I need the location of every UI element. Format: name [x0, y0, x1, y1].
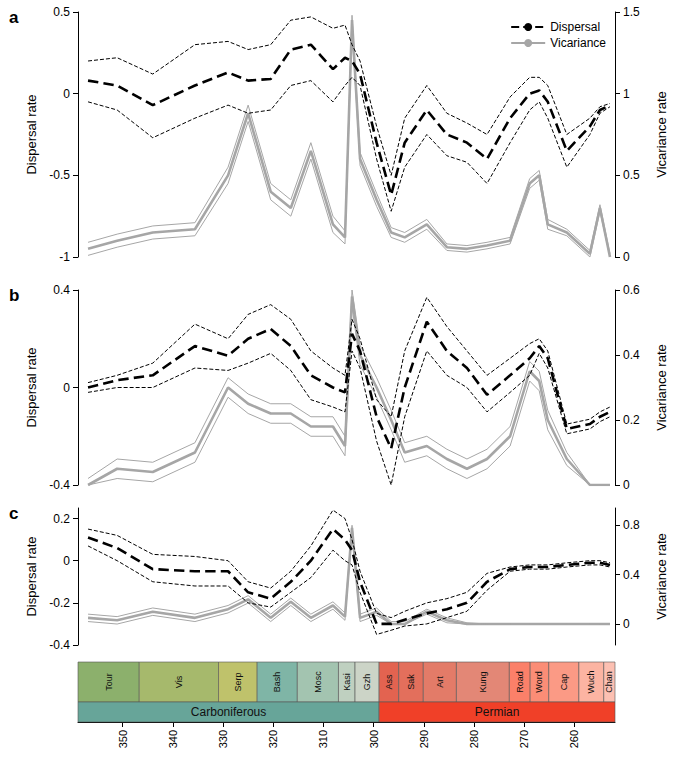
svg-text:-0.4: -0.4 — [49, 638, 70, 652]
svg-text:350: 350 — [117, 730, 129, 748]
svg-text:Sak: Sak — [406, 674, 416, 690]
svg-text:Word: Word — [534, 671, 544, 692]
svg-text:Bash: Bash — [272, 672, 282, 693]
svg-text:340: 340 — [167, 730, 179, 748]
svg-text:Road: Road — [515, 671, 525, 693]
svg-text:Dispersal rate: Dispersal rate — [24, 94, 39, 174]
svg-text:Dispersal rate: Dispersal rate — [24, 536, 39, 616]
svg-text:0.5: 0.5 — [53, 5, 70, 19]
svg-text:Dispersal: Dispersal — [550, 20, 600, 34]
svg-text:270: 270 — [518, 730, 530, 748]
svg-text:Vicariance: Vicariance — [550, 36, 606, 50]
svg-text:0.8: 0.8 — [623, 518, 640, 532]
svg-text:Kasi: Kasi — [342, 673, 352, 691]
svg-text:a: a — [9, 8, 19, 27]
svg-text:0.2: 0.2 — [623, 413, 640, 427]
svg-text:1.5: 1.5 — [623, 5, 640, 19]
svg-text:Vis: Vis — [174, 675, 184, 688]
svg-text:310: 310 — [317, 730, 329, 748]
svg-text:Art: Art — [435, 676, 445, 688]
svg-text:Chan: Chan — [604, 671, 614, 693]
svg-text:Cap: Cap — [559, 674, 569, 691]
svg-text:0: 0 — [63, 87, 70, 101]
svg-text:0.4: 0.4 — [623, 348, 640, 362]
svg-text:0: 0 — [623, 478, 630, 492]
svg-text:Ass: Ass — [384, 674, 394, 690]
svg-text:-0.2: -0.2 — [49, 596, 70, 610]
svg-text:0: 0 — [623, 617, 630, 631]
svg-text:0.5: 0.5 — [623, 168, 640, 182]
svg-text:c: c — [9, 504, 18, 523]
svg-text:290: 290 — [418, 730, 430, 748]
svg-text:Vicariance rate: Vicariance rate — [654, 91, 669, 177]
svg-text:Vicariance rate: Vicariance rate — [654, 533, 669, 619]
svg-text:Kung: Kung — [478, 671, 488, 692]
svg-text:0: 0 — [623, 250, 630, 264]
svg-text:Vicariance rate: Vicariance rate — [654, 344, 669, 430]
svg-text:Gzh: Gzh — [362, 674, 372, 691]
svg-text:300: 300 — [368, 730, 380, 748]
svg-text:0.6: 0.6 — [623, 283, 640, 297]
svg-text:1: 1 — [623, 87, 630, 101]
svg-text:Carboniferous: Carboniferous — [191, 705, 266, 719]
svg-text:b: b — [9, 286, 19, 305]
svg-text:330: 330 — [217, 730, 229, 748]
svg-text:320: 320 — [267, 730, 279, 748]
svg-text:280: 280 — [468, 730, 480, 748]
svg-text:0.4: 0.4 — [623, 568, 640, 582]
svg-text:Wuch: Wuch — [586, 671, 596, 694]
svg-text:Permian: Permian — [475, 705, 520, 719]
svg-text:0.2: 0.2 — [53, 512, 70, 526]
svg-text:-1: -1 — [59, 250, 70, 264]
svg-text:Serp: Serp — [233, 672, 243, 691]
svg-text:-0.4: -0.4 — [49, 478, 70, 492]
svg-text:260: 260 — [568, 730, 580, 748]
svg-text:Tour: Tour — [104, 673, 114, 691]
svg-text:0: 0 — [63, 381, 70, 395]
svg-text:0: 0 — [63, 554, 70, 568]
svg-text:0.4: 0.4 — [53, 283, 70, 297]
svg-text:Mosc: Mosc — [313, 671, 323, 693]
svg-text:-0.5: -0.5 — [49, 168, 70, 182]
svg-text:Dispersal rate: Dispersal rate — [24, 347, 39, 427]
